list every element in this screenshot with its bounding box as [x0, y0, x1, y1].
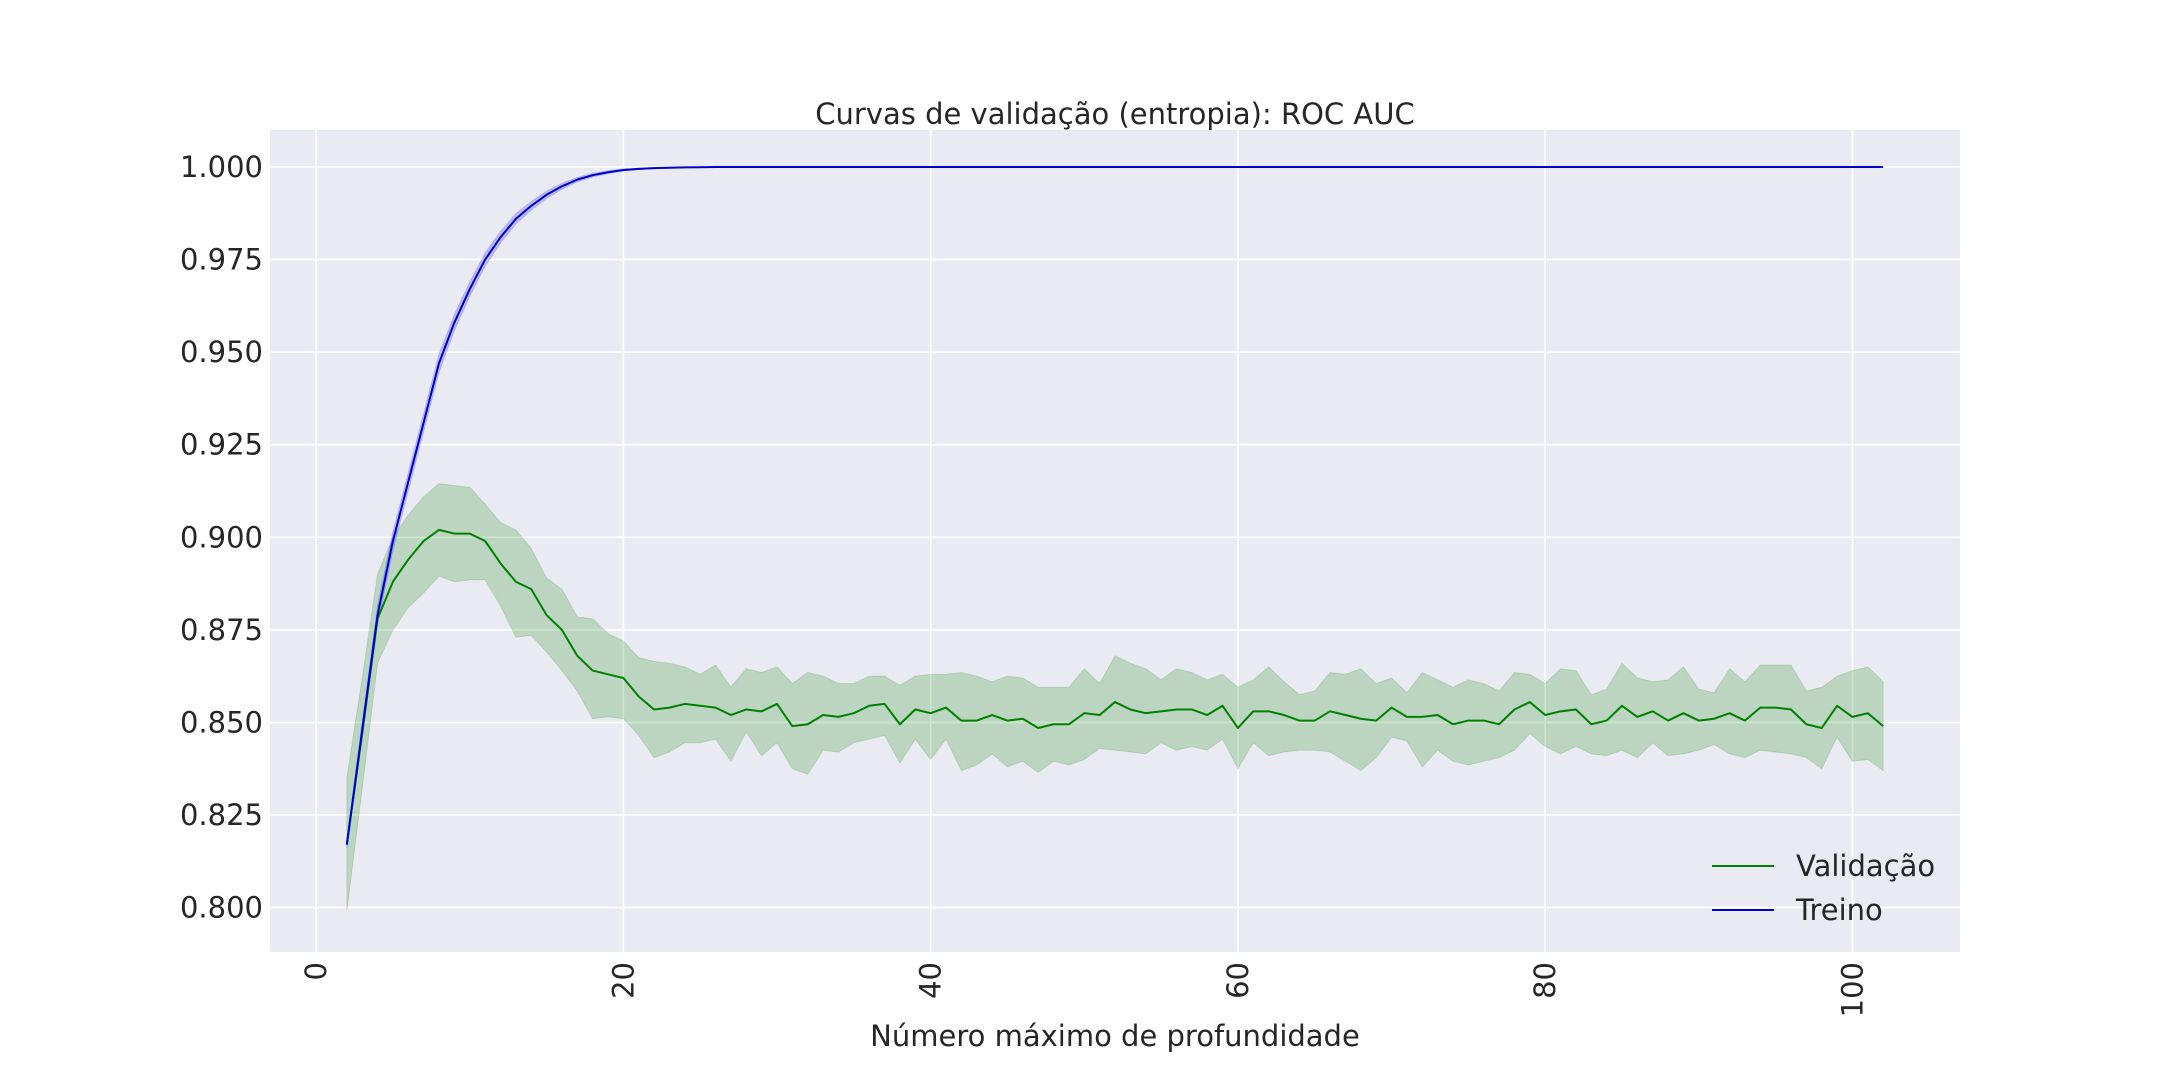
y-tick-label: 0.900	[180, 520, 263, 554]
legend: Validação Treino	[1712, 849, 1935, 927]
series-lines	[345, 166, 1884, 845]
legend-label-1: Treino	[1795, 893, 1883, 927]
x-tick-label: 60	[1221, 962, 1255, 999]
y-tick-label: 0.825	[180, 798, 263, 832]
y-tick-label: 0.975	[180, 243, 263, 277]
x-tick-label: 100	[1835, 962, 1869, 1017]
x-tick-label: 40	[914, 962, 948, 999]
x-tick-label: 0	[299, 962, 333, 980]
y-tick-label: 0.850	[180, 705, 263, 739]
y-tick-label: 0.925	[180, 428, 263, 462]
x-tick-label: 20	[606, 962, 640, 999]
x-axis-title: Número máximo de profundidade	[870, 1019, 1360, 1053]
y-tick-label: 0.875	[180, 613, 263, 647]
series-line-0	[345, 528, 1884, 845]
y-tick-label: 1.000	[180, 150, 263, 184]
x-tick-label: 80	[1528, 962, 1562, 999]
y-tick-label: 0.950	[180, 335, 263, 369]
series-band-0	[346, 483, 1884, 912]
legend-label-0: Validação	[1796, 849, 1935, 883]
series-line-1	[345, 166, 1884, 845]
chart-title: Curvas de validação (entropia): ROC AUC	[815, 97, 1414, 131]
grid-lines	[270, 130, 1960, 952]
tick-labels: 0.800 0.825 0.850 0.875 0.900 0.925 0.950 0.975…	[180, 150, 1869, 1017]
y-tick-label: 0.800	[180, 891, 263, 925]
